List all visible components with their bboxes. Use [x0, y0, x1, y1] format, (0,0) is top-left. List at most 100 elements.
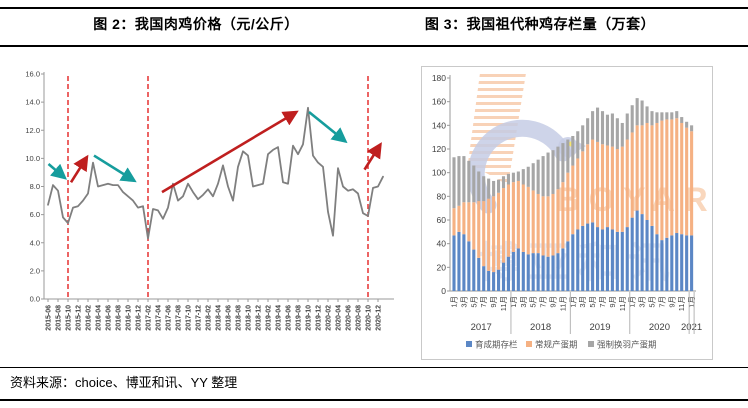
bar-segment [521, 169, 525, 185]
figure-titles-row: 图 2：我国肉鸡价格（元/公斤） 图 3：我国祖代种鸡存栏量（万套） [0, 14, 748, 42]
x-month-label: 11月 [499, 296, 508, 311]
bar-segment [561, 143, 565, 183]
bar-segment [467, 241, 471, 291]
bar-segment [561, 248, 565, 291]
bar-segment [670, 235, 674, 291]
x-year-label: 2021 [681, 322, 702, 333]
bar-segment [680, 234, 684, 291]
bar-segment [566, 172, 570, 242]
title-divider-rule [0, 45, 748, 47]
x-month-label: 3月 [459, 296, 468, 308]
y-tick-label: 120 [432, 144, 446, 154]
bar-segment [645, 106, 649, 123]
bar-segment [640, 100, 644, 126]
bar-segment [492, 196, 496, 273]
bar-segment [576, 131, 580, 159]
bar-segment [472, 202, 476, 250]
x-tick-label: 2017-08 [176, 305, 183, 331]
bar-segment [665, 237, 669, 291]
x-tick-label: 2016-10 [126, 305, 133, 331]
x-tick-label: 2020-10 [366, 305, 373, 331]
bar-segment [605, 114, 609, 146]
x-tick-label: 2016-02 [86, 305, 93, 331]
x-month-label: 11月 [677, 296, 686, 311]
x-tick-label: 2018-12 [256, 305, 263, 331]
bar-segment [670, 119, 674, 236]
bar-segment [625, 113, 629, 140]
bar-segment [506, 256, 510, 291]
bar-segment [482, 266, 486, 291]
bar-segment [581, 151, 585, 226]
x-month-label: 11月 [618, 296, 627, 311]
bar-segment [472, 165, 476, 203]
bar-segment [457, 231, 461, 291]
y-tick-label: 8.0 [30, 182, 40, 191]
y-tick-label: 160 [432, 97, 446, 107]
bar-segment [457, 205, 461, 232]
legend-swatch [588, 341, 594, 347]
bar-segment [551, 193, 555, 256]
x-month-label: 7月 [479, 296, 488, 308]
bar-segment [546, 196, 550, 257]
bar-segment [655, 122, 659, 235]
bar-segment [462, 202, 466, 235]
bar-segment [487, 270, 491, 291]
bar-segment [487, 178, 491, 199]
bar-segment [645, 220, 649, 291]
bar-segment [452, 235, 456, 291]
bar-segment [670, 112, 674, 120]
trend-arrow-down [93, 154, 137, 183]
y-tick-label: 180 [432, 73, 446, 83]
x-tick-label: 2018-06 [226, 305, 233, 331]
bar-segment [650, 225, 654, 291]
legend-label: 育成期存栏 [475, 340, 518, 350]
y-tick-label: 140 [432, 120, 446, 130]
x-year-label: 2019 [589, 322, 610, 333]
bar-segment [511, 251, 515, 291]
x-month-label: 7月 [657, 296, 666, 308]
bar-segment [675, 111, 679, 119]
bar-segment [685, 121, 689, 128]
bar-segment [620, 231, 624, 291]
bar-segment [605, 145, 609, 228]
x-month-label: 1月 [509, 296, 518, 308]
bar-segment [501, 262, 506, 291]
bar-segment [660, 120, 664, 241]
x-month-label: 9月 [549, 296, 558, 308]
x-month-label: 1月 [628, 296, 637, 308]
y-tick-label: 2.0 [30, 266, 40, 275]
x-tick-label: 2018-04 [216, 305, 223, 331]
bar-segment [625, 139, 629, 228]
bar-segment [586, 144, 590, 224]
x-tick-label: 2020-12 [376, 305, 383, 331]
x-month-label: 3月 [578, 296, 587, 308]
x-month-label: 3月 [638, 296, 647, 308]
x-tick-label: 2017-12 [196, 305, 203, 331]
bar-segment [536, 159, 540, 194]
bar-segment [591, 111, 595, 140]
legend-swatch [526, 341, 532, 347]
bar-segment [462, 234, 466, 291]
bar-segment [492, 180, 496, 197]
x-month-label: 9月 [489, 296, 498, 308]
y-tick-label: 0.0 [30, 295, 40, 304]
bar-segment [506, 173, 510, 185]
bar-segment [655, 112, 659, 123]
x-year-label: 2017 [471, 322, 492, 333]
footer-top-rule [0, 367, 748, 368]
bar-segment [546, 256, 550, 291]
bar-segment [556, 253, 560, 291]
x-tick-label: 2020-02 [326, 305, 333, 331]
x-tick-label: 2016-04 [96, 305, 103, 331]
x-tick-label: 2020-08 [356, 305, 363, 331]
bar-segment [516, 180, 520, 249]
x-tick-label: 2018-08 [236, 305, 243, 331]
y-tick-label: 40 [437, 239, 447, 249]
bar-segment [526, 254, 530, 291]
bottom-rule [0, 399, 748, 401]
bar-segment [526, 166, 530, 187]
bar-segment [630, 132, 634, 218]
trend-arrow-down [47, 163, 67, 180]
